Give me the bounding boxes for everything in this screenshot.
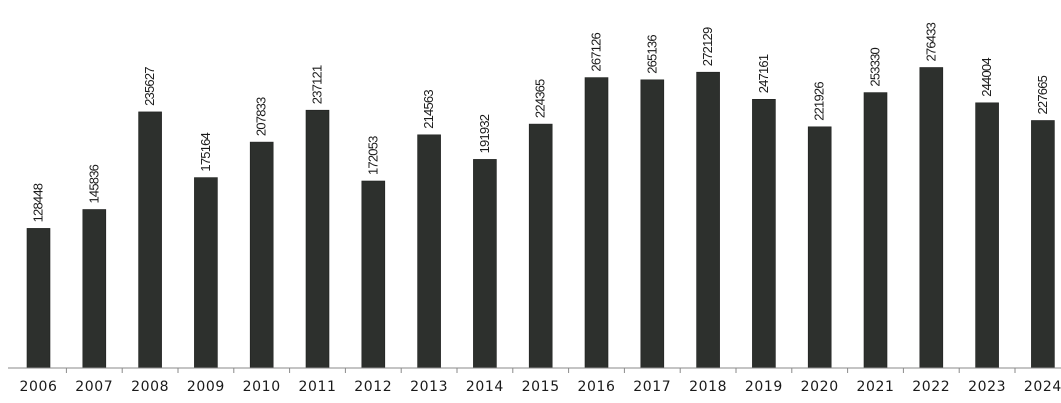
bar-2011: [305, 109, 330, 369]
bar-2009: [194, 177, 218, 369]
bar-2023: [975, 102, 999, 369]
x-tick-label-2010: 2010: [243, 379, 281, 395]
data-label-2024: 227665: [1035, 75, 1050, 114]
x-tick-label-2013: 2013: [410, 379, 448, 395]
x-tick-label-2015: 2015: [522, 379, 560, 395]
bar-2022: [919, 67, 944, 369]
bar-2024: [1031, 120, 1055, 369]
x-tick-label-2016: 2016: [577, 379, 615, 395]
data-labels-group: 128448 145836 235627 175164 207833 237121 1720…: [31, 22, 1050, 222]
bar-2010: [249, 141, 274, 369]
data-label-2010: 207833: [254, 97, 269, 136]
x-tick-label-2014: 2014: [466, 379, 504, 395]
data-label-2015: 224365: [533, 79, 548, 118]
x-tick-label-2021: 2021: [856, 379, 894, 395]
data-label-2021: 253330: [868, 47, 883, 86]
bar-2016: [584, 77, 609, 369]
bar-2015: [528, 123, 553, 369]
data-label-2023: 244004: [979, 58, 994, 97]
bar-2017: [640, 79, 665, 369]
bar-2014: [473, 159, 497, 369]
bars-group: [26, 67, 1055, 369]
bar-2006: [26, 228, 51, 369]
x-tick-label-2019: 2019: [745, 379, 783, 395]
data-label-2017: 265136: [644, 35, 659, 74]
data-label-2007: 145836: [86, 164, 101, 203]
x-ticks-group: [65, 368, 1016, 373]
data-label-2006: 128448: [31, 183, 46, 222]
x-tick-label-2020: 2020: [801, 379, 839, 395]
data-label-2019: 247161: [756, 54, 771, 93]
x-tick-label-2012: 2012: [354, 379, 392, 395]
x-tick-label-2011: 2011: [298, 379, 336, 395]
x-tick-label-2017: 2017: [633, 379, 671, 395]
data-label-2008: 235627: [142, 67, 157, 106]
data-label-2011: 237121: [310, 65, 325, 104]
data-label-2020: 221926: [812, 82, 827, 121]
data-label-2018: 272129: [700, 27, 715, 66]
data-label-2022: 276433: [923, 22, 938, 61]
data-label-2016: 267126: [589, 32, 604, 71]
bar-2013: [417, 134, 441, 369]
x-tick-label-2008: 2008: [131, 379, 169, 395]
x-tick-label-2024: 2024: [1024, 379, 1061, 395]
data-label-2014: 191932: [477, 114, 492, 153]
x-tick-label-2006: 2006: [19, 379, 57, 395]
bar-2012: [361, 180, 386, 369]
data-label-2012: 172053: [365, 136, 380, 175]
x-tick-label-2022: 2022: [912, 379, 950, 395]
bar-2007: [82, 209, 107, 369]
x-tick-label-2009: 2009: [187, 379, 225, 395]
bar-2021: [863, 92, 888, 369]
x-tick-label-2023: 2023: [968, 379, 1006, 395]
bar-2019: [752, 99, 776, 369]
x-tick-label-2018: 2018: [689, 379, 727, 395]
bar-2018: [696, 71, 720, 369]
bar-2008: [138, 111, 162, 369]
bar-2020: [807, 126, 832, 369]
x-tick-labels-group: 2006 2007 2008 2009 2010 2011 2012 2013 2014 2015…: [19, 379, 1061, 395]
data-label-2009: 175164: [198, 132, 213, 171]
data-label-2013: 214563: [421, 90, 436, 129]
x-tick-label-2007: 2007: [75, 379, 113, 395]
